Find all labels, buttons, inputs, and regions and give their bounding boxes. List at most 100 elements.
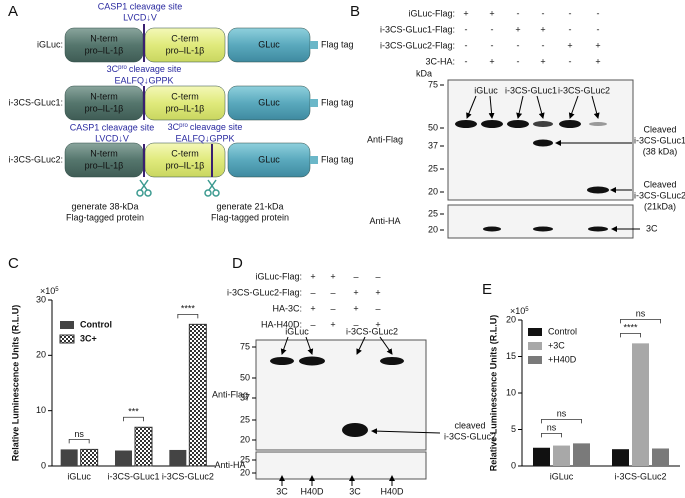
blot	[255, 451, 427, 480]
site-sequence: LVCD↓V	[123, 12, 157, 22]
marker: 75	[240, 341, 250, 351]
significance-label: ns	[74, 429, 84, 439]
segment-label: pro–IL-1β	[85, 160, 124, 170]
panel-label: B	[350, 3, 360, 20]
sign: -	[597, 24, 600, 34]
arrow	[568, 95, 579, 119]
y-tick-label: 0	[511, 460, 516, 470]
bar	[533, 447, 550, 466]
site-enzyme-sup: pro	[179, 123, 188, 129]
scissors	[208, 179, 217, 191]
product-text: Flag-tagged protein	[211, 212, 289, 222]
sign: -	[465, 56, 468, 66]
marker: 20	[240, 434, 250, 444]
site-sequence: EALFQ↓GPPK	[114, 75, 173, 85]
sign: +	[540, 56, 545, 66]
significance-bracket	[541, 432, 562, 438]
arrow	[305, 336, 314, 355]
bar	[612, 449, 629, 466]
arrow	[488, 95, 495, 119]
y-tick-label: 10	[506, 387, 516, 397]
construct-name: i-3CS-GLuc1:	[8, 97, 63, 107]
site-label: 3Cpro cleavage site	[107, 64, 182, 74]
annotation: Cleaved	[643, 179, 676, 189]
marker: 50	[240, 372, 250, 382]
y-tick-label: 20	[506, 314, 516, 324]
panel-label: A	[8, 3, 18, 20]
condition-name: i-3CS-GLuc2-Flag:	[380, 40, 455, 50]
significance-label: ns	[557, 409, 567, 419]
significance-bracket	[620, 318, 661, 324]
arrow	[466, 95, 477, 119]
sign: –	[375, 271, 380, 281]
condition-name: HA-3C:	[272, 303, 302, 313]
lane-group: i-3CS-GLuc1	[505, 85, 557, 95]
band	[380, 357, 404, 365]
annotation: i-3CS-GLuc1	[634, 135, 685, 145]
sign: –	[353, 319, 358, 329]
kda-label: kDa	[416, 68, 432, 78]
construct-name: iGLuc:	[37, 39, 63, 49]
marker: 75	[428, 79, 438, 89]
sign: -	[569, 8, 572, 18]
sign: -	[465, 40, 468, 50]
band	[481, 120, 503, 128]
sign: +	[540, 24, 545, 34]
sign: -	[542, 40, 545, 50]
site-label-text: cleavage site	[129, 64, 182, 74]
significance-bracket	[620, 332, 641, 338]
significance-label: ns	[636, 309, 646, 319]
sign: +	[310, 271, 315, 281]
segment-label: GLuc	[258, 39, 280, 49]
marker: 25	[240, 454, 250, 464]
multiplier: ×105	[510, 306, 529, 316]
lane-label: 3C	[276, 486, 288, 496]
condition-name: iGLuc-Flag:	[255, 271, 302, 281]
sign: +	[567, 40, 572, 50]
legend-label: +3C	[548, 340, 565, 350]
legend-swatch	[59, 334, 75, 344]
sign: -	[517, 8, 520, 18]
sign: +	[310, 303, 315, 313]
segment-label: pro–IL-1β	[166, 160, 205, 170]
sign: +	[489, 8, 494, 18]
sign: +	[330, 271, 335, 281]
flag-tag	[310, 99, 318, 107]
significance-bracket	[177, 313, 199, 319]
band	[589, 122, 607, 126]
multiplier-exp: 5	[55, 287, 59, 293]
scissors	[144, 189, 152, 197]
condition-name: iGLuc-Flag:	[408, 8, 455, 18]
y-tick-label: 10	[36, 405, 46, 415]
band	[587, 186, 609, 194]
condition-name: i-3CS-GLuc2-Flag:	[227, 287, 302, 297]
marker: 37	[240, 392, 250, 402]
sign: +	[489, 56, 494, 66]
band	[533, 226, 553, 232]
sign: -	[542, 8, 545, 18]
legend-swatch	[60, 321, 74, 329]
sign: -	[517, 40, 520, 50]
lane-group: i-3CS-GLuc2	[558, 85, 610, 95]
multiplier: ×105	[40, 286, 59, 296]
significance-label: ****	[623, 323, 638, 333]
significance-bracket	[123, 416, 144, 422]
significance-bracket	[541, 418, 582, 424]
product-text: generate 38-kDa	[71, 201, 138, 211]
sign: -	[465, 24, 468, 34]
sign: -	[517, 56, 520, 66]
sign: +	[353, 303, 358, 313]
marker: 20	[240, 467, 250, 477]
arrow	[536, 95, 545, 119]
bar	[573, 443, 590, 466]
sign: +	[375, 287, 380, 297]
site-sequence: EALFQ↓GPPK	[175, 133, 234, 143]
marker: 25	[428, 208, 438, 218]
y-tick-label: 15	[506, 351, 516, 361]
scissors	[207, 179, 216, 191]
blot	[447, 204, 634, 239]
segment-label: pro–IL-1β	[166, 45, 205, 55]
bar	[134, 426, 153, 467]
bar	[188, 323, 207, 467]
